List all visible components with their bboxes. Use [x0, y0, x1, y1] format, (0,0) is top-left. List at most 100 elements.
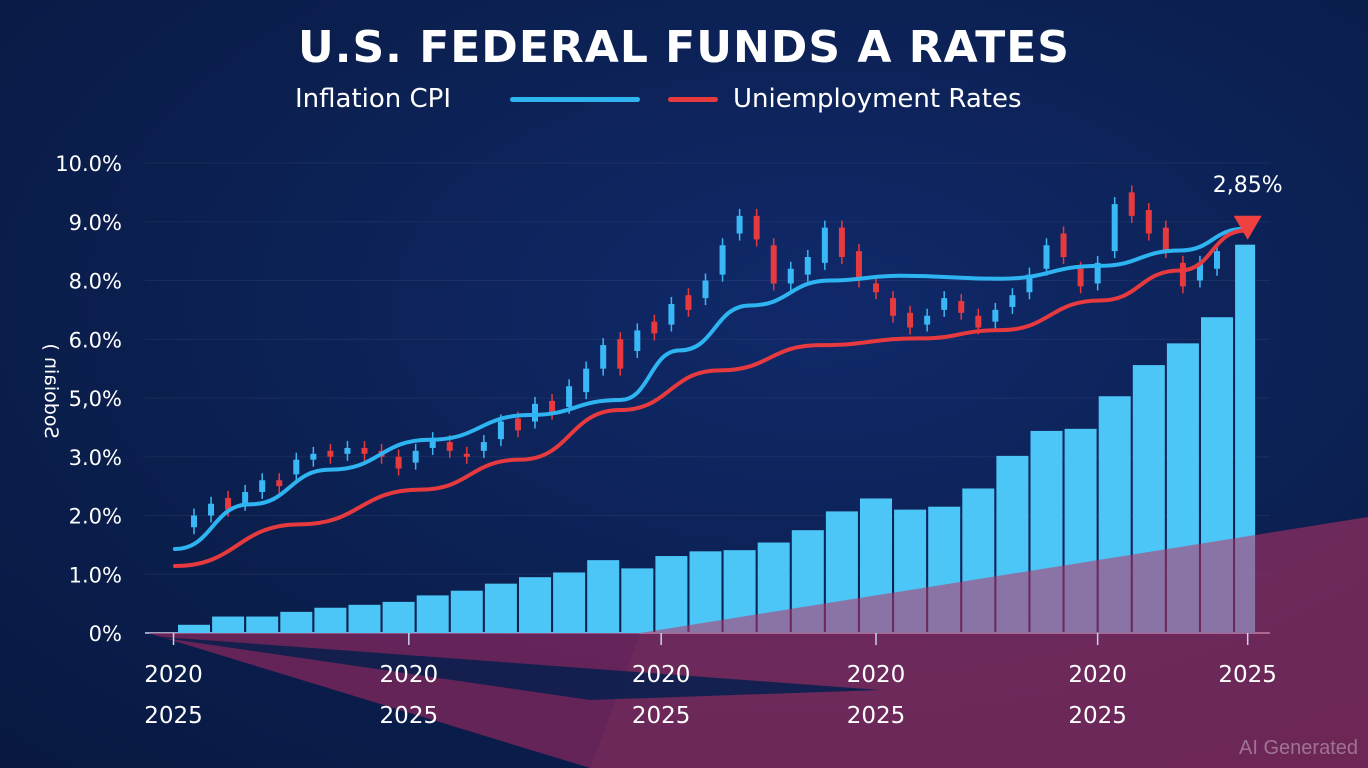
candlestick [702, 280, 709, 299]
bar [519, 577, 551, 633]
candlestick [412, 450, 419, 463]
candlestick [975, 315, 982, 328]
candlestick [736, 215, 743, 234]
candlestick [617, 339, 624, 369]
candlestick [838, 227, 845, 257]
legend-swatch-unemployment [668, 97, 718, 102]
y-tick-label: 1.0% [69, 563, 122, 587]
candlestick [907, 312, 914, 328]
inflation-line [172, 226, 1247, 551]
arrow-marker-icon [1233, 215, 1262, 240]
candlestick [770, 245, 777, 284]
bar [246, 616, 279, 633]
x-tick-label: 2025 [380, 703, 439, 729]
candlestick [566, 386, 573, 407]
decorative-overlay [148, 633, 640, 768]
candlestick [276, 480, 283, 487]
x-tick-label: 2025 [1068, 703, 1127, 729]
bar [416, 595, 449, 633]
candlestick [583, 368, 590, 393]
bar [655, 556, 688, 633]
unemployment-line [172, 228, 1247, 569]
decorative-overlay [590, 517, 1368, 768]
candlestick [1077, 268, 1084, 287]
candlestick [1128, 192, 1135, 216]
x-tick-label: 2025 [1218, 662, 1277, 688]
x-tick-label: 2020 [144, 662, 203, 688]
bar [587, 560, 620, 633]
candlestick [1094, 262, 1101, 284]
candlestick [651, 321, 658, 334]
candlestick [225, 497, 232, 510]
candlestick [549, 400, 556, 413]
candlestick [446, 442, 453, 451]
bar [178, 624, 210, 633]
candlestick [514, 418, 521, 431]
x-tick-label: 2020 [632, 662, 691, 688]
candlestick [1162, 227, 1169, 252]
x-tick-label: 2025 [144, 703, 203, 729]
candlestick [1060, 233, 1067, 257]
candlestick [600, 345, 607, 369]
candlestick [941, 298, 948, 310]
candlestick [395, 456, 402, 469]
watermark: AI Generated [1239, 737, 1358, 759]
candlestick [463, 453, 470, 457]
candlestick [924, 315, 931, 325]
y-tick-label: 8.0% [69, 270, 122, 294]
candlestick [497, 421, 504, 440]
y-tick-label: 3.0% [69, 446, 122, 470]
candlestick [1214, 251, 1220, 269]
candlestick [532, 403, 538, 422]
candlestick [873, 283, 879, 293]
candlestick [1026, 274, 1033, 293]
candlestick [685, 295, 692, 310]
candlestick [344, 447, 351, 454]
bar [314, 607, 347, 633]
x-tick-label: 2025 [847, 703, 906, 729]
candlestick [293, 459, 300, 475]
candlestick [242, 492, 249, 504]
candlestick [480, 442, 487, 451]
bar [212, 616, 245, 633]
y-tick-label: 5,0% [69, 387, 122, 411]
candlestick [259, 480, 266, 492]
y-tick-label: 0% [89, 622, 122, 646]
candlestick [958, 301, 965, 313]
candlestick [191, 515, 197, 528]
bar [621, 568, 654, 633]
candlestick [719, 245, 726, 275]
candlestick [208, 503, 215, 516]
candlestick [890, 298, 897, 316]
candlestick [634, 330, 641, 351]
candlestick [429, 439, 436, 448]
y-tick-label: 6.0% [69, 328, 122, 352]
candlestick [310, 453, 317, 460]
candlestick [668, 304, 675, 325]
candlestick [821, 227, 828, 263]
candlestick [804, 257, 811, 275]
y-tick-label: 2.0% [69, 505, 122, 529]
y-tick-label: 9.0% [69, 211, 122, 235]
bar [689, 551, 722, 633]
bar [484, 583, 517, 633]
candlestick [1179, 262, 1186, 287]
x-tick-label: 2020 [847, 662, 906, 688]
candlestick [787, 268, 794, 284]
bar [348, 604, 381, 633]
candlestick [855, 251, 862, 281]
candlestick [1145, 210, 1152, 234]
annotation-label: 2,85% [1213, 173, 1283, 198]
x-tick-label: 2020 [380, 662, 439, 688]
candlestick [361, 447, 368, 454]
candlestick [1043, 245, 1050, 269]
x-tick-label: 2020 [1068, 662, 1127, 688]
bar [450, 590, 483, 633]
chart-title: U.S. FEDERAL FUNDS A RATES [298, 22, 1070, 73]
candlestick [1196, 262, 1203, 281]
candlestick [1111, 204, 1118, 252]
decorative-overlay [150, 636, 880, 700]
bar [382, 601, 415, 633]
bar [553, 572, 586, 633]
